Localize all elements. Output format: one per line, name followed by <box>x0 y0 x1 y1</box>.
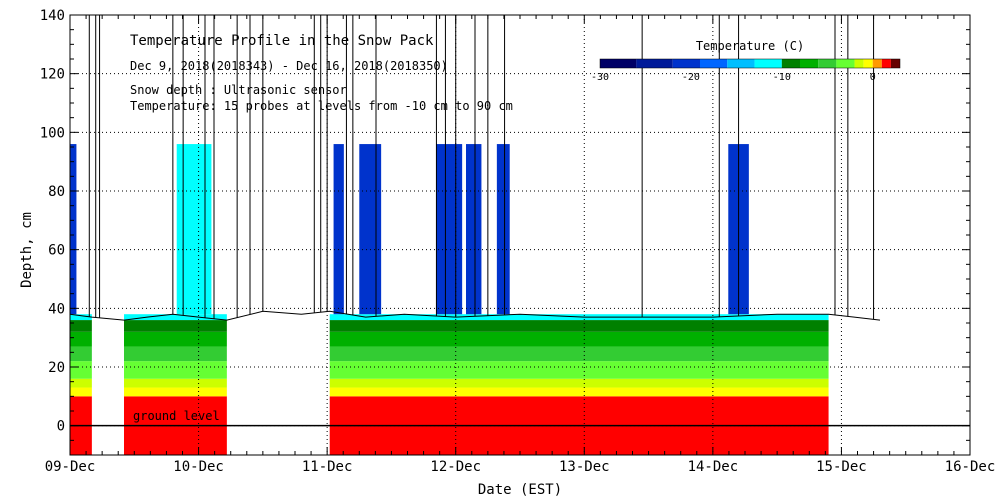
colorbar-band-9 <box>836 59 855 68</box>
y-tick-label-6: 120 <box>40 67 65 83</box>
temperature-band-0-3 <box>70 361 92 379</box>
colorbar-band-3 <box>700 59 728 68</box>
x-tick-label-6: 15-Dec <box>816 459 867 475</box>
colorbar-tick-label-1: -20 <box>682 72 700 83</box>
x-axis-label: Date (EST) <box>478 482 562 498</box>
temperature-band-2-1 <box>329 387 829 397</box>
colorbar-band-2 <box>672 59 700 68</box>
x-tick-label-2: 11-Dec <box>302 459 353 475</box>
colorbar-tick-label-3: 0 <box>870 72 876 83</box>
y-axis-label: Depth, cm <box>19 212 35 288</box>
colorbar-band-0 <box>600 59 637 68</box>
probe-column-3 <box>359 144 382 315</box>
probe-column-0 <box>70 144 77 315</box>
temperature-band-1-1 <box>124 387 227 397</box>
x-tick-label-0: 09-Dec <box>45 459 96 475</box>
colorbar-band-11 <box>863 59 873 68</box>
y-tick-label-5: 100 <box>40 125 65 141</box>
probe-column-6 <box>496 144 510 315</box>
y-tick-label-0: 0 <box>57 419 65 435</box>
temperature-band-2-4 <box>329 346 829 362</box>
probe-column-1 <box>176 144 212 315</box>
snow-depth-line <box>69 310 881 321</box>
x-tick-label-3: 12-Dec <box>430 459 481 475</box>
x-tick-label-4: 13-Dec <box>559 459 610 475</box>
y-tick-label-4: 80 <box>48 184 65 200</box>
x-tick-label-1: 10-Dec <box>173 459 224 475</box>
colorbar-tick-label-2: -10 <box>773 72 791 83</box>
temperature-band-1-7 <box>124 314 227 321</box>
temperature-band-1-3 <box>124 361 227 379</box>
chart-title: Temperature Profile in the Snow Pack <box>130 33 434 49</box>
colorbar-title: Temperature (C) <box>696 39 804 53</box>
axis-ticks: 09-Dec 10-Dec 11-Dec 12-Dec 13-Dec 14-Dec 15-D… <box>40 8 996 475</box>
y-tick-label-2: 40 <box>48 301 65 317</box>
temperature-band-0-7 <box>70 314 92 321</box>
colorbar-band-4 <box>727 59 755 68</box>
temperature-band-1-5 <box>124 331 227 347</box>
colorbar-band-1 <box>636 59 673 68</box>
probe-column-2 <box>333 144 344 315</box>
temperature-band-0-4 <box>70 346 92 362</box>
temperature-band-2-3 <box>329 361 829 379</box>
ground-level-label: ground level <box>133 409 220 423</box>
temperature-band-2-5 <box>329 331 829 347</box>
probe-column-4 <box>436 144 463 315</box>
colorbar-band-14 <box>890 59 900 68</box>
temperature-band-0-6 <box>70 320 92 332</box>
colorbar-frame <box>599 58 901 69</box>
plot-area <box>69 14 971 456</box>
temperature-band-1-6 <box>124 320 227 332</box>
temperature-band-1-2 <box>124 378 227 388</box>
date-range: Dec 9, 2018(2018343) - Dec 16, 2018(2018… <box>130 59 448 73</box>
colorbar-band-8 <box>818 59 837 68</box>
colorbar-band-12 <box>872 59 882 68</box>
y-tick-label-7: 140 <box>40 8 65 24</box>
colorbar-band-6 <box>781 59 800 68</box>
temperature-band-2-6 <box>329 320 829 332</box>
chart-annotations: Temperature Profile in the Snow Pack Dec… <box>19 33 804 498</box>
temperature-band-0-5 <box>70 331 92 347</box>
colorbar-band-10 <box>854 59 864 68</box>
y-tick-label-1: 20 <box>48 360 65 376</box>
probe-column-5 <box>466 144 482 315</box>
snow-depth-note: Snow depth : Ultrasonic sensor <box>130 83 347 97</box>
colorbar-band-13 <box>881 59 891 68</box>
colorbar-band-7 <box>800 59 819 68</box>
colorbar: -30 -20 -10 0 <box>591 58 901 83</box>
colorbar-tick-label-0: -30 <box>591 72 609 83</box>
y-tick-label-3: 60 <box>48 243 65 259</box>
temperature-band-1-4 <box>124 346 227 362</box>
temperature-band-0-1 <box>70 387 92 397</box>
colorbar-band-5 <box>754 59 782 68</box>
temperature-band-2-2 <box>329 378 829 388</box>
x-tick-label-7: 16-Dec <box>945 459 996 475</box>
temperature-note: Temperature: 15 probes at levels from -1… <box>130 99 513 113</box>
temperature-band-0-2 <box>70 378 92 388</box>
x-tick-label-5: 14-Dec <box>688 459 739 475</box>
